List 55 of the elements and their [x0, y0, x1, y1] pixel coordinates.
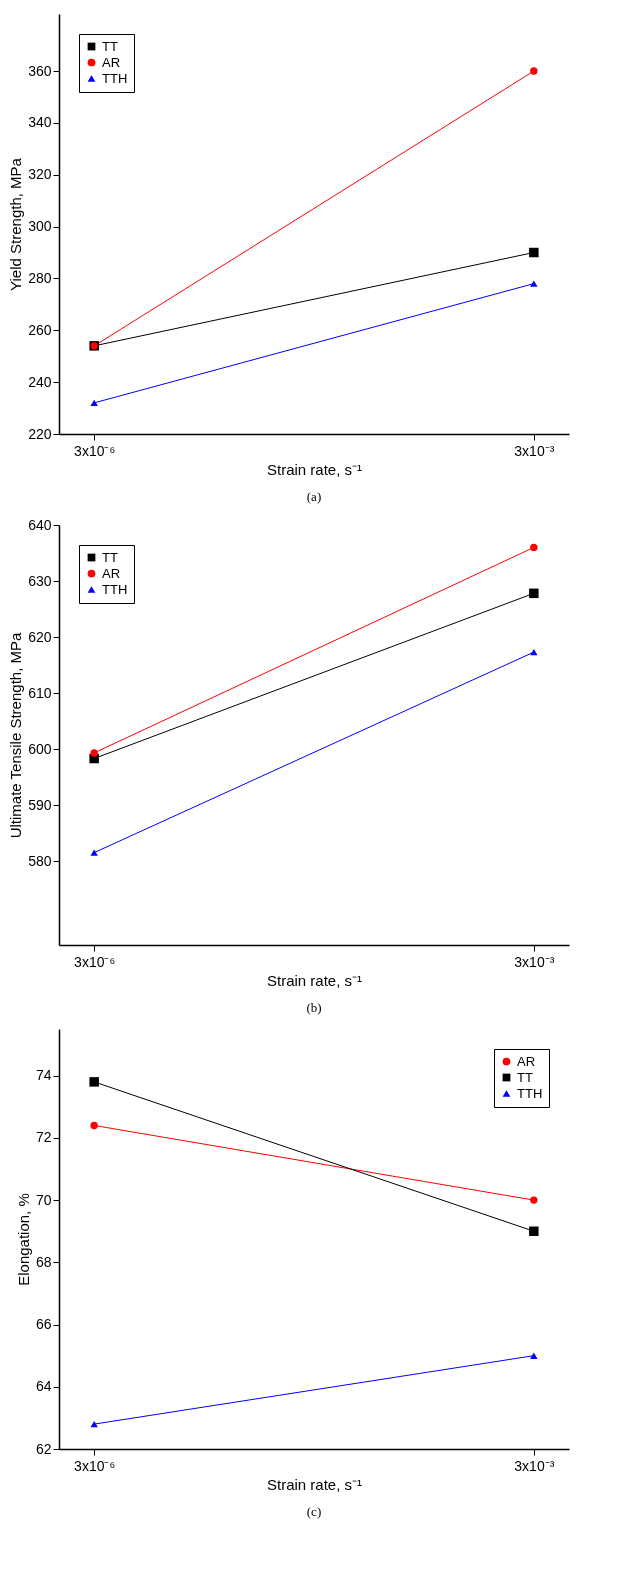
y-tick-label: 580 [28, 852, 52, 869]
y-tick-label: 64 [35, 1378, 52, 1395]
point [530, 543, 538, 552]
y-tick-label: 220 [28, 425, 52, 442]
legend-label: TT [102, 38, 118, 54]
y-tick-label: 340 [28, 114, 52, 131]
legend-label: TTH [517, 1085, 543, 1101]
y-tick-label: 620 [28, 628, 52, 645]
y-tick-label: 62 [35, 1440, 52, 1457]
x-axis-title: Strain rate, s⁻¹ [266, 1475, 363, 1493]
legend-label: AR [102, 565, 121, 581]
x-tick-label: 3x10⁻³ [514, 1457, 555, 1474]
point [529, 247, 539, 258]
y-axis-title: Yield Strength, MPa [7, 157, 25, 291]
y-axis-title: Ultimate Tensile Strength, MPa [7, 632, 25, 839]
y-tick-label: 260 [28, 321, 52, 338]
point [530, 67, 538, 75]
y-tick-label: 610 [28, 684, 52, 701]
y-tick-label: 630 [28, 572, 52, 589]
legend-label: TTH [102, 70, 128, 86]
y-tick-label: 70 [35, 1191, 52, 1208]
y-tick-label: 280 [28, 269, 52, 286]
text: (b) [306, 1000, 322, 1015]
y-tick-label: 68 [35, 1253, 52, 1270]
y-tick-label: 74 [35, 1067, 52, 1084]
point [90, 1121, 98, 1130]
legend-label: AR [517, 1053, 536, 1069]
text: (c) [306, 1504, 322, 1519]
y-tick-label: 66 [35, 1316, 52, 1333]
x-axis-title: Strain rate, s⁻¹ [266, 971, 363, 989]
y-tick-label: 640 [28, 516, 52, 533]
x-tick-label: 3x10⁻⁶ [74, 442, 116, 459]
legend-label: TT [517, 1069, 533, 1085]
point [529, 1226, 539, 1236]
x-axis-title: Strain rate, s⁻¹ [266, 460, 363, 478]
y-tick-label: 320 [28, 166, 52, 183]
point [530, 1196, 538, 1204]
legend-label: TTH [102, 581, 128, 597]
point [529, 588, 539, 599]
y-tick-label: 590 [28, 796, 52, 813]
x-tick-label: 3x10⁻³ [514, 953, 555, 970]
legend-label: TT [102, 549, 118, 565]
x-tick-label: 3x10⁻⁶ [74, 1457, 116, 1474]
legend-label: AR [102, 54, 121, 70]
text: (a) [306, 489, 322, 504]
y-tick-label: 240 [28, 373, 52, 390]
y-tick-label: 600 [28, 740, 52, 757]
x-tick-label: 3x10⁻⁶ [74, 953, 116, 970]
y-tick-label: 360 [28, 62, 52, 79]
y-axis-title: Elongation, % [14, 1193, 32, 1286]
y-tick-label: 72 [35, 1129, 52, 1146]
point [90, 749, 98, 757]
point [89, 1077, 99, 1087]
x-tick-label: 3x10⁻³ [514, 442, 555, 459]
y-tick-label: 300 [28, 218, 52, 235]
